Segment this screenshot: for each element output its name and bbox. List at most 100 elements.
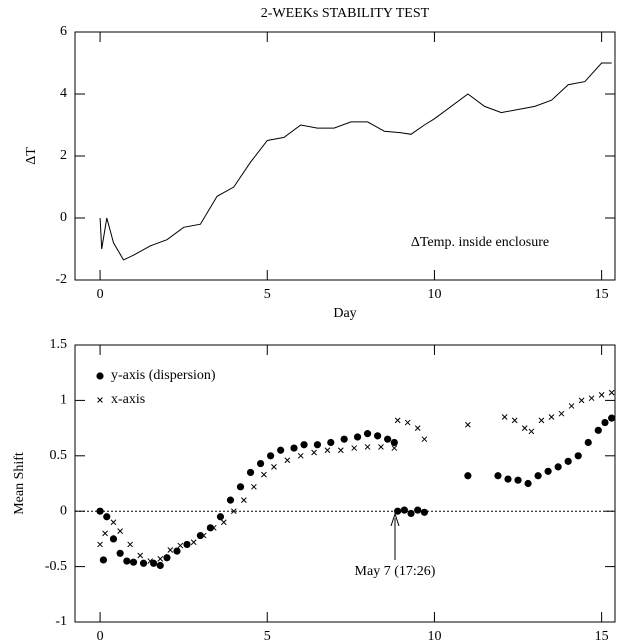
arrow-head bbox=[390, 512, 400, 527]
x-tick-label: 5 bbox=[264, 287, 271, 302]
x-marker bbox=[337, 447, 344, 454]
dot-marker bbox=[109, 535, 118, 543]
y-tick-label: 0.5 bbox=[50, 448, 68, 463]
x-marker bbox=[167, 547, 174, 553]
chart-title: 2-WEEKs STABILITY TEST bbox=[261, 6, 430, 21]
x-tick-label: 0 bbox=[97, 287, 104, 302]
x-marker bbox=[558, 410, 565, 417]
x-marker bbox=[102, 530, 108, 537]
dot-marker bbox=[183, 540, 191, 549]
x-marker bbox=[271, 464, 277, 470]
x-marker bbox=[414, 425, 421, 431]
dot-marker bbox=[414, 506, 422, 514]
x-marker bbox=[97, 541, 103, 548]
x-marker bbox=[311, 449, 317, 456]
y-tick-label: -2 bbox=[55, 272, 67, 287]
dot-marker bbox=[524, 479, 532, 488]
x-marker bbox=[364, 444, 371, 450]
dot-marker bbox=[514, 476, 522, 484]
x-marker bbox=[324, 447, 331, 454]
x-marker bbox=[421, 436, 428, 443]
dot-marker bbox=[394, 507, 402, 515]
x-marker bbox=[190, 539, 197, 546]
dot-marker bbox=[116, 549, 124, 557]
data-line bbox=[99, 62, 612, 261]
x-marker bbox=[157, 555, 164, 562]
dot-marker bbox=[494, 472, 502, 480]
dot-marker bbox=[300, 441, 308, 449]
dot-marker bbox=[374, 432, 382, 440]
dot-marker bbox=[608, 414, 616, 422]
dot-marker bbox=[407, 509, 415, 518]
x-marker bbox=[588, 395, 595, 402]
y-tick-label: 6 bbox=[60, 24, 67, 39]
x-marker bbox=[200, 532, 207, 539]
legend-label: x-axis bbox=[111, 392, 145, 407]
dot-marker bbox=[534, 472, 542, 480]
legend-label: y-axis (dispersion) bbox=[111, 368, 216, 383]
x-marker bbox=[351, 445, 358, 451]
dot-marker bbox=[340, 435, 348, 443]
x-marker bbox=[501, 414, 508, 420]
x-marker bbox=[147, 558, 154, 564]
y-axis-label: Mean Shift bbox=[12, 452, 27, 515]
annotation: May 7 (17:26) bbox=[355, 564, 436, 579]
x-marker bbox=[538, 417, 545, 424]
y-tick-label: 1 bbox=[60, 393, 67, 408]
plot-frame bbox=[74, 344, 616, 623]
dot-marker bbox=[129, 558, 138, 566]
x-marker bbox=[391, 445, 398, 451]
x-marker bbox=[465, 421, 471, 428]
y-tick-label: -0.5 bbox=[45, 559, 67, 574]
dot-marker bbox=[103, 513, 111, 521]
x-marker bbox=[598, 392, 605, 398]
y-tick-label: 2 bbox=[60, 148, 67, 163]
dot-marker bbox=[290, 444, 298, 452]
dot-marker bbox=[363, 430, 372, 438]
y-tick-label: 4 bbox=[60, 86, 67, 101]
legend-marker bbox=[97, 397, 103, 403]
x-tick-label: 10 bbox=[427, 629, 441, 640]
x-marker bbox=[117, 528, 123, 534]
dot-marker bbox=[173, 547, 181, 555]
dot-marker bbox=[206, 524, 215, 532]
dot-marker bbox=[226, 496, 235, 504]
x-marker bbox=[220, 519, 227, 526]
dot-marker bbox=[504, 475, 512, 483]
y-tick-label: -1 bbox=[55, 614, 67, 629]
y-axis-label: ΔT bbox=[24, 147, 39, 165]
dot-marker bbox=[267, 452, 275, 460]
dot-marker bbox=[216, 513, 225, 521]
x-marker bbox=[528, 428, 535, 435]
dot-marker bbox=[313, 441, 322, 449]
x-marker bbox=[261, 471, 267, 478]
dot-marker bbox=[96, 507, 104, 515]
y-tick-label: 0 bbox=[60, 503, 67, 518]
dot-marker bbox=[544, 467, 552, 475]
dot-marker bbox=[327, 438, 335, 447]
dot-marker bbox=[390, 438, 398, 447]
x-marker bbox=[511, 417, 518, 424]
x-marker bbox=[378, 444, 384, 450]
x-marker bbox=[241, 497, 247, 503]
x-tick-label: 15 bbox=[595, 287, 609, 302]
dot-marker bbox=[139, 559, 148, 567]
dot-marker bbox=[277, 446, 285, 454]
x-axis-label: Day bbox=[333, 306, 356, 321]
dot-marker bbox=[601, 418, 609, 427]
dot-marker bbox=[594, 426, 602, 434]
x-marker bbox=[137, 552, 144, 559]
dot-marker bbox=[99, 556, 108, 564]
dot-marker bbox=[554, 463, 562, 471]
dot-marker bbox=[156, 561, 164, 570]
y-tick-label: 1.5 bbox=[50, 337, 68, 352]
dot-marker bbox=[564, 457, 572, 465]
dot-marker bbox=[584, 438, 592, 447]
x-marker bbox=[177, 542, 184, 549]
dot-marker bbox=[196, 531, 204, 540]
dot-marker bbox=[149, 559, 158, 567]
x-marker bbox=[297, 452, 304, 459]
dot-marker bbox=[384, 435, 392, 443]
dot-marker bbox=[400, 506, 408, 514]
